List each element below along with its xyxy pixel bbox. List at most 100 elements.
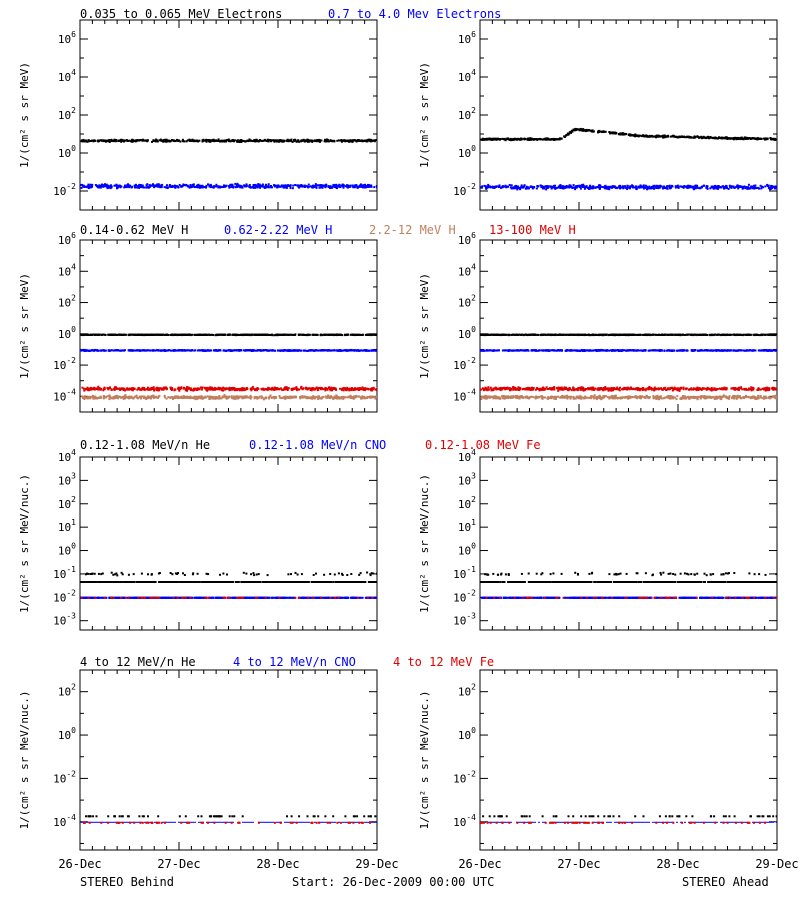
series-0-62-2-22-mev-h xyxy=(480,348,777,352)
y-tick-label: 100 xyxy=(458,726,476,742)
x-tick-label: 26-Dec xyxy=(458,857,501,871)
legend-entry: 0.62-2.22 MeV H xyxy=(224,223,332,237)
y-tick-label: 10-1 xyxy=(453,565,476,581)
y-tick-label: 104 xyxy=(458,448,476,464)
y-tick-label: 104 xyxy=(58,68,76,84)
y-tick-label: 10-2 xyxy=(453,769,476,785)
y-tick-label: 102 xyxy=(458,294,476,310)
y-tick-label: 102 xyxy=(58,294,76,310)
series-0-14-0-62-mev-h xyxy=(80,333,377,337)
footer-left-label: STEREO Behind xyxy=(80,875,174,889)
y-tick-label: 10-3 xyxy=(53,612,76,628)
y-tick-label: 104 xyxy=(58,448,76,464)
series-4-to-12-mev-fe xyxy=(480,821,767,824)
legend-entry: 13-100 MeV H xyxy=(489,223,576,237)
footer-right-label: STEREO Ahead xyxy=(682,875,769,889)
data-points xyxy=(480,127,777,191)
legend-entry: 4 to 12 MeV/n CNO xyxy=(233,655,356,669)
legend-entry: 0.12-1.08 MeV/n CNO xyxy=(249,438,386,452)
legend-entry: 0.12-1.08 MeV Fe xyxy=(425,438,541,452)
flux-panel-behind-row-2: 10-3 10-2 10-1 100 101 102 103 104 1/(cm² s sr M… xyxy=(18,448,378,631)
y-tick-label: 10-2 xyxy=(53,182,76,198)
y-tick-label: 10-2 xyxy=(453,356,476,372)
y-axis-label: 1/(cm² s sr MeV/nuc.) xyxy=(418,690,431,829)
flux-panel-ahead-row-3: 10-4 10-2 100 102 26-Dec 27-Dec 28-Dec 29-Dec 1/… xyxy=(418,669,799,871)
y-tick-label: 106 xyxy=(58,231,76,247)
y-tick-label: 10-3 xyxy=(453,612,476,628)
flux-panel-behind-row-0: 10-2 100 102 104 106 1/(cm² s sr MeV) xyxy=(18,19,378,211)
series-4-to-12-mev-n-cno xyxy=(80,821,377,823)
series-0-035-to-0-065-mev-electrons xyxy=(480,127,777,142)
y-tick-label: 10-4 xyxy=(453,813,476,829)
y-tick-label: 101 xyxy=(458,518,476,534)
legend-entry: 0.7 to 4.0 Mev Electrons xyxy=(328,7,501,21)
y-tick-label: 102 xyxy=(458,106,476,122)
y-tick-label: 106 xyxy=(458,231,476,247)
y-axis-label: 1/(cm² s sr MeV/nuc.) xyxy=(18,690,31,829)
plot-frame xyxy=(479,239,778,413)
flux-panel-behind-row-1: 10-4 10-2 100 102 104 106 1/(cm² s sr MeV) xyxy=(18,231,378,413)
plot-frame xyxy=(79,669,378,851)
series-0-12-1-08-mev-n-he xyxy=(480,571,777,583)
y-tick-label: 104 xyxy=(458,262,476,278)
y-axis-label: 1/(cm² s sr MeV/nuc.) xyxy=(18,474,31,613)
series-0-62-2-22-mev-h xyxy=(80,348,377,352)
plot-frame xyxy=(479,456,778,631)
y-tick-label: 10-2 xyxy=(453,588,476,604)
series-0-12-1-08-mev-n-cno xyxy=(480,596,777,599)
y-tick-label: 100 xyxy=(58,325,76,341)
y-tick-label: 102 xyxy=(458,495,476,511)
series-0-12-1-08-mev-fe xyxy=(485,596,777,599)
series-4-to-12-mev-n-he xyxy=(85,815,377,818)
legend-entry: 0.14-0.62 MeV H xyxy=(80,223,188,237)
legend-entry: 4 to 12 MeV Fe xyxy=(393,655,494,669)
x-tick-label: 27-Dec xyxy=(557,857,600,871)
series-0-7-to-4-0-mev-electrons xyxy=(480,183,777,191)
y-tick-label: 100 xyxy=(58,726,76,742)
y-tick-label: 10-4 xyxy=(53,813,76,829)
series-2-2-12-mev-h xyxy=(480,394,777,401)
y-axis-label: 1/(cm² s sr MeV) xyxy=(18,273,31,379)
y-tick-label: 103 xyxy=(58,471,76,487)
y-tick-label: 106 xyxy=(58,30,76,46)
y-tick-label: 10-2 xyxy=(53,769,76,785)
y-tick-label: 10-1 xyxy=(53,565,76,581)
plot-frame xyxy=(79,456,378,631)
x-tick-label: 28-Dec xyxy=(656,857,699,871)
y-tick-label: 102 xyxy=(458,683,476,699)
plot-frame xyxy=(79,19,378,211)
flux-panel-ahead-row-2: 10-3 10-2 10-1 100 101 102 103 104 1/(cm² s sr M… xyxy=(418,448,778,631)
x-tick-label: 28-Dec xyxy=(256,857,299,871)
y-tick-label: 100 xyxy=(458,542,476,558)
y-tick-label: 100 xyxy=(458,144,476,160)
data-points xyxy=(80,571,377,599)
data-points xyxy=(80,138,377,190)
flux-panel-ahead-row-0: 10-2 100 102 104 106 1/(cm² s sr MeV) xyxy=(418,19,778,211)
legend-entry: 0.035 to 0.065 MeV Electrons xyxy=(80,7,282,21)
y-tick-label: 104 xyxy=(458,68,476,84)
flux-panel-ahead-row-1: 10-4 10-2 100 102 104 106 1/(cm² s sr MeV) xyxy=(418,231,778,413)
series-0-12-1-08-mev-n-he xyxy=(80,571,377,583)
series-13-100-mev-h xyxy=(480,385,777,392)
series-4-to-12-mev-fe xyxy=(83,821,371,824)
legend-entry: 4 to 12 MeV/n He xyxy=(80,655,196,669)
x-tick-label: 29-Dec xyxy=(755,857,798,871)
y-tick-label: 10-4 xyxy=(453,387,476,403)
y-tick-label: 101 xyxy=(58,518,76,534)
series-0-14-0-62-mev-h xyxy=(480,333,777,337)
y-tick-label: 100 xyxy=(58,144,76,160)
data-points xyxy=(80,815,377,824)
legend-entry: 2.2-12 MeV H xyxy=(369,223,456,237)
series-13-100-mev-h xyxy=(81,385,377,392)
y-tick-label: 10-2 xyxy=(453,182,476,198)
y-axis-label: 1/(cm² s sr MeV/nuc.) xyxy=(418,474,431,613)
plot-frame xyxy=(479,19,778,211)
data-points xyxy=(80,333,377,401)
data-points xyxy=(480,815,777,824)
y-tick-label: 10-2 xyxy=(53,588,76,604)
plot-frame xyxy=(79,239,378,413)
flux-panel-behind-row-3: 10-4 10-2 100 102 26-Dec 27-Dec 28-Dec 29-Dec 1/… xyxy=(18,669,399,871)
data-points xyxy=(480,571,777,599)
y-tick-label: 103 xyxy=(458,471,476,487)
